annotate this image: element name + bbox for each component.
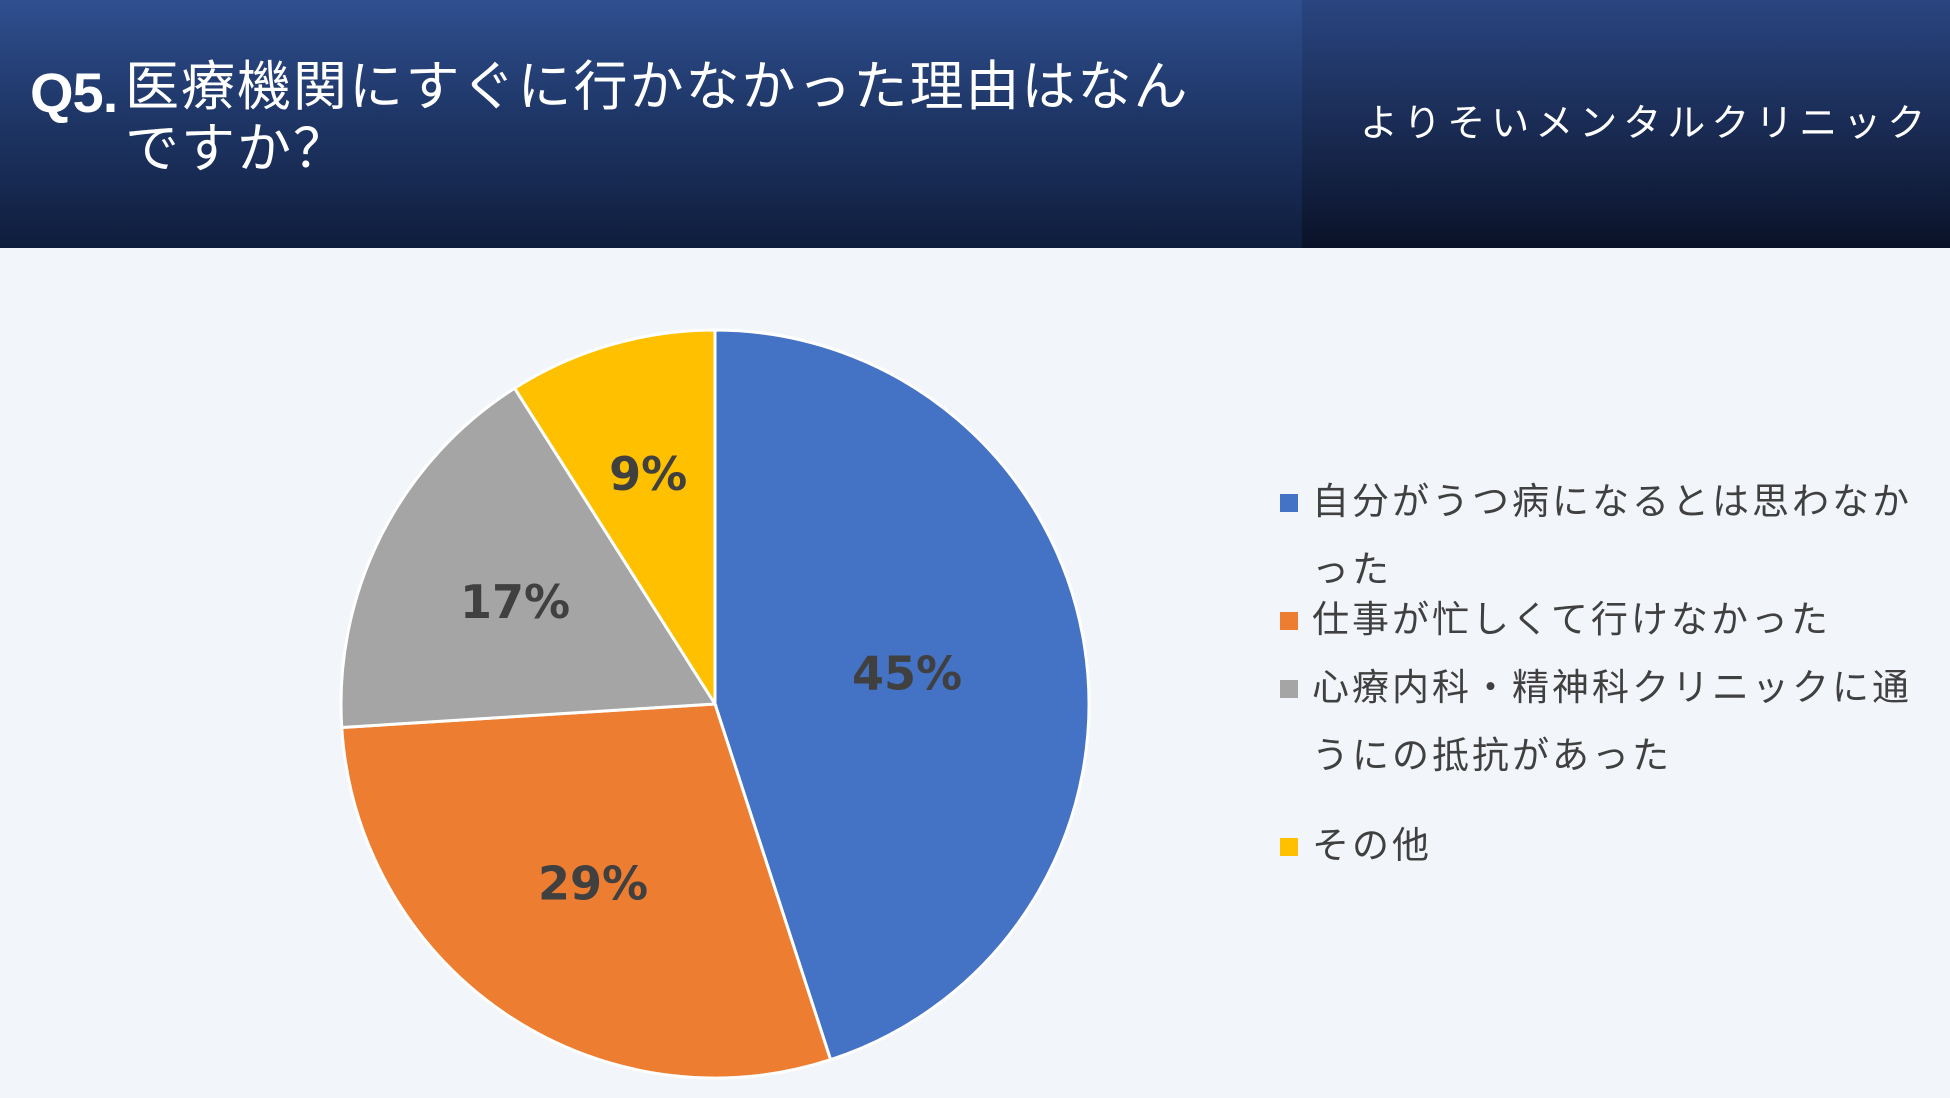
pie-data-labels: 45% 29% 17% 9% [460, 447, 962, 910]
legend-swatch [1280, 494, 1298, 512]
pie-data-label: 45% [852, 647, 962, 701]
legend-item: 心療内科・精神科クリニックに通うにの抵抗があった [1280, 654, 1920, 790]
legend-label: その他 [1312, 824, 1432, 867]
legend-item: その他 [1280, 812, 1920, 880]
page-title: 医療機関にすぐに行かなかった理由はなんですか？ [125, 55, 1190, 180]
legend-label: 自分がうつ病になるとは思わなかった [1312, 480, 1912, 591]
pie-chart: 45% 29% 17% 9% [339, 328, 1091, 1080]
pie-data-label: 9% [609, 447, 687, 501]
legend-item: 自分がうつ病になるとは思わなかった [1280, 468, 1920, 604]
legend-swatch [1280, 612, 1298, 630]
legend-item: 仕事が忙しくて行けなかった [1280, 586, 1920, 654]
pie-data-label: 17% [460, 575, 570, 629]
legend-label: 仕事が忙しくて行けなかった [1312, 598, 1831, 641]
clinic-name: よりそいメンタルクリニック [1360, 101, 1932, 145]
question-label: Q5. [30, 61, 118, 124]
pie-slice [512, 328, 717, 710]
pie-data-label: 29% [538, 856, 648, 910]
header-right-panel [1302, 0, 1950, 248]
legend-swatch [1280, 838, 1298, 856]
legend-swatch [1280, 680, 1298, 698]
pie-slices [339, 328, 1091, 1080]
legend-label: 心療内科・精神科クリニックに通うにの抵抗があった [1312, 666, 1912, 777]
pie-slice [339, 386, 718, 730]
pie-slice [340, 702, 833, 1080]
chart-legend: 自分がうつ病になるとは思わなかった 仕事が忙しくて行けなかった 心療内科・精神科… [1280, 468, 1920, 880]
pie-slice [713, 328, 1091, 1062]
